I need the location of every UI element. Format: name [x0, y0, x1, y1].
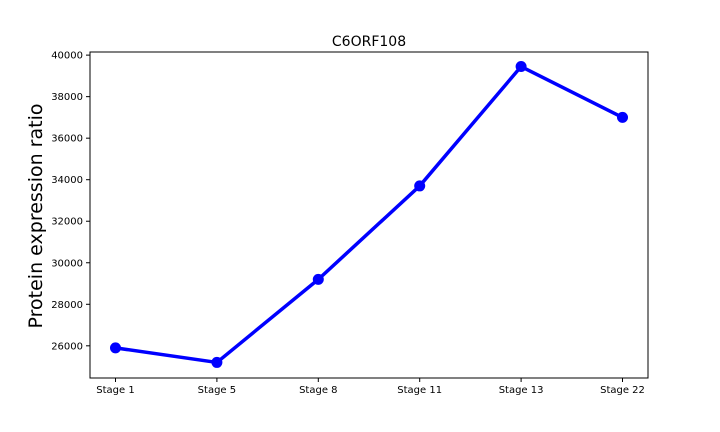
data-point	[617, 111, 628, 123]
plot-frame	[89, 51, 649, 379]
y-tick-label: 40000	[51, 51, 83, 62]
y-tick-label: 28000	[51, 300, 83, 311]
y-tick-label: 34000	[51, 175, 83, 186]
x-tick-label: Stage 5	[198, 385, 236, 396]
y-tick-label: 36000	[51, 134, 83, 145]
y-tick-label: 32000	[51, 217, 83, 228]
data-point	[110, 342, 121, 354]
x-tick-label: Stage 8	[299, 385, 337, 396]
data-point	[414, 180, 426, 192]
chart-title: C6ORF108	[332, 34, 406, 50]
series-line	[113, 64, 625, 365]
x-tick-label: Stage 22	[600, 385, 645, 396]
y-axis-label: Protein expression ratio	[25, 104, 47, 329]
x-tick-label: Stage 1	[96, 385, 134, 396]
data-point	[312, 273, 324, 285]
y-tick-label: 30000	[51, 258, 83, 269]
data-point	[211, 356, 223, 368]
x-tick-label: Stage 13	[499, 385, 544, 396]
y-tick-label: 38000	[51, 92, 83, 103]
data-point	[515, 61, 527, 73]
y-tick-label: 26000	[51, 341, 83, 352]
x-tick-label: Stage 11	[397, 385, 442, 396]
